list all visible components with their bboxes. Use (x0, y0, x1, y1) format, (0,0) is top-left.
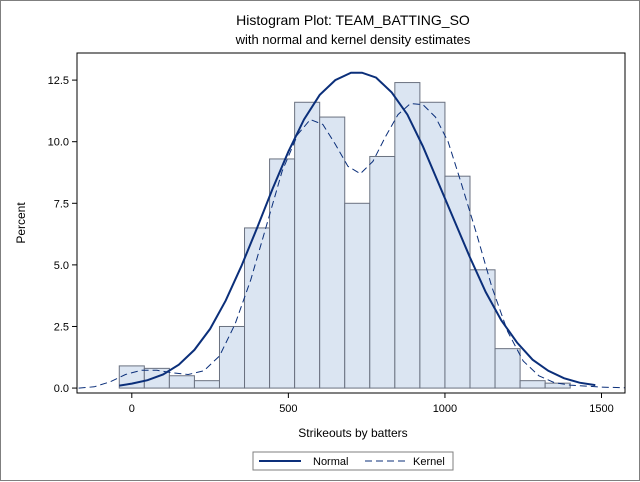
histogram-bar-6 (269, 158, 296, 389)
legend-box (252, 451, 454, 471)
x-axis-label: Strikeouts by batters (298, 426, 407, 440)
legend-normal-label: Normal (313, 456, 348, 468)
histogram-bar-11 (394, 82, 421, 389)
histogram-bar-15 (494, 348, 521, 389)
chart-title: Histogram Plot: TEAM_BATTING_SO (236, 12, 470, 28)
y-tick-label: 12.5 (48, 75, 69, 87)
histogram-bar-7 (294, 101, 321, 389)
histogram-bar-12 (419, 101, 446, 389)
histogram-bars (118, 82, 571, 389)
y-tick-label: 2.5 (54, 321, 69, 333)
y-tick-label: 5.0 (54, 260, 69, 272)
x-tick-label: 500 (279, 403, 297, 415)
y-tick-label: 0.0 (54, 383, 69, 395)
histogram-bar-9 (344, 202, 371, 389)
histogram-bar-16 (519, 380, 546, 389)
normal-density-curve (119, 71, 596, 387)
legend-kernel-label: Kernel (413, 456, 445, 468)
y-axis-label: Percent (14, 202, 28, 244)
density-curves (78, 71, 626, 389)
histogram-bar-5 (244, 227, 271, 389)
histogram-bar-17 (544, 382, 571, 389)
y-axis-ticks: 0.0 2.5 5.0 7.5 10.0 12.5 (48, 75, 77, 395)
histogram-bar-14 (469, 269, 496, 389)
legend: Normal Kernel (252, 451, 454, 471)
histogram-bar-4 (218, 325, 246, 389)
chart-subtitle: with normal and kernel density estimates (235, 32, 471, 47)
histogram-bar-2 (168, 375, 195, 389)
x-axis-ticks: 0 500 1000 1500 (129, 393, 614, 415)
plot-area-border (76, 52, 626, 394)
histogram-bar-3 (193, 380, 220, 389)
kernel-density-curve (78, 102, 626, 389)
x-tick-label: 1000 (433, 403, 457, 415)
histogram-bar-8 (319, 116, 346, 389)
y-tick-label: 10.0 (48, 137, 69, 149)
y-tick-label: 7.5 (54, 198, 69, 210)
x-tick-label: 0 (129, 403, 135, 415)
x-tick-label: 1500 (589, 403, 613, 415)
histogram-bar-10 (369, 155, 396, 389)
